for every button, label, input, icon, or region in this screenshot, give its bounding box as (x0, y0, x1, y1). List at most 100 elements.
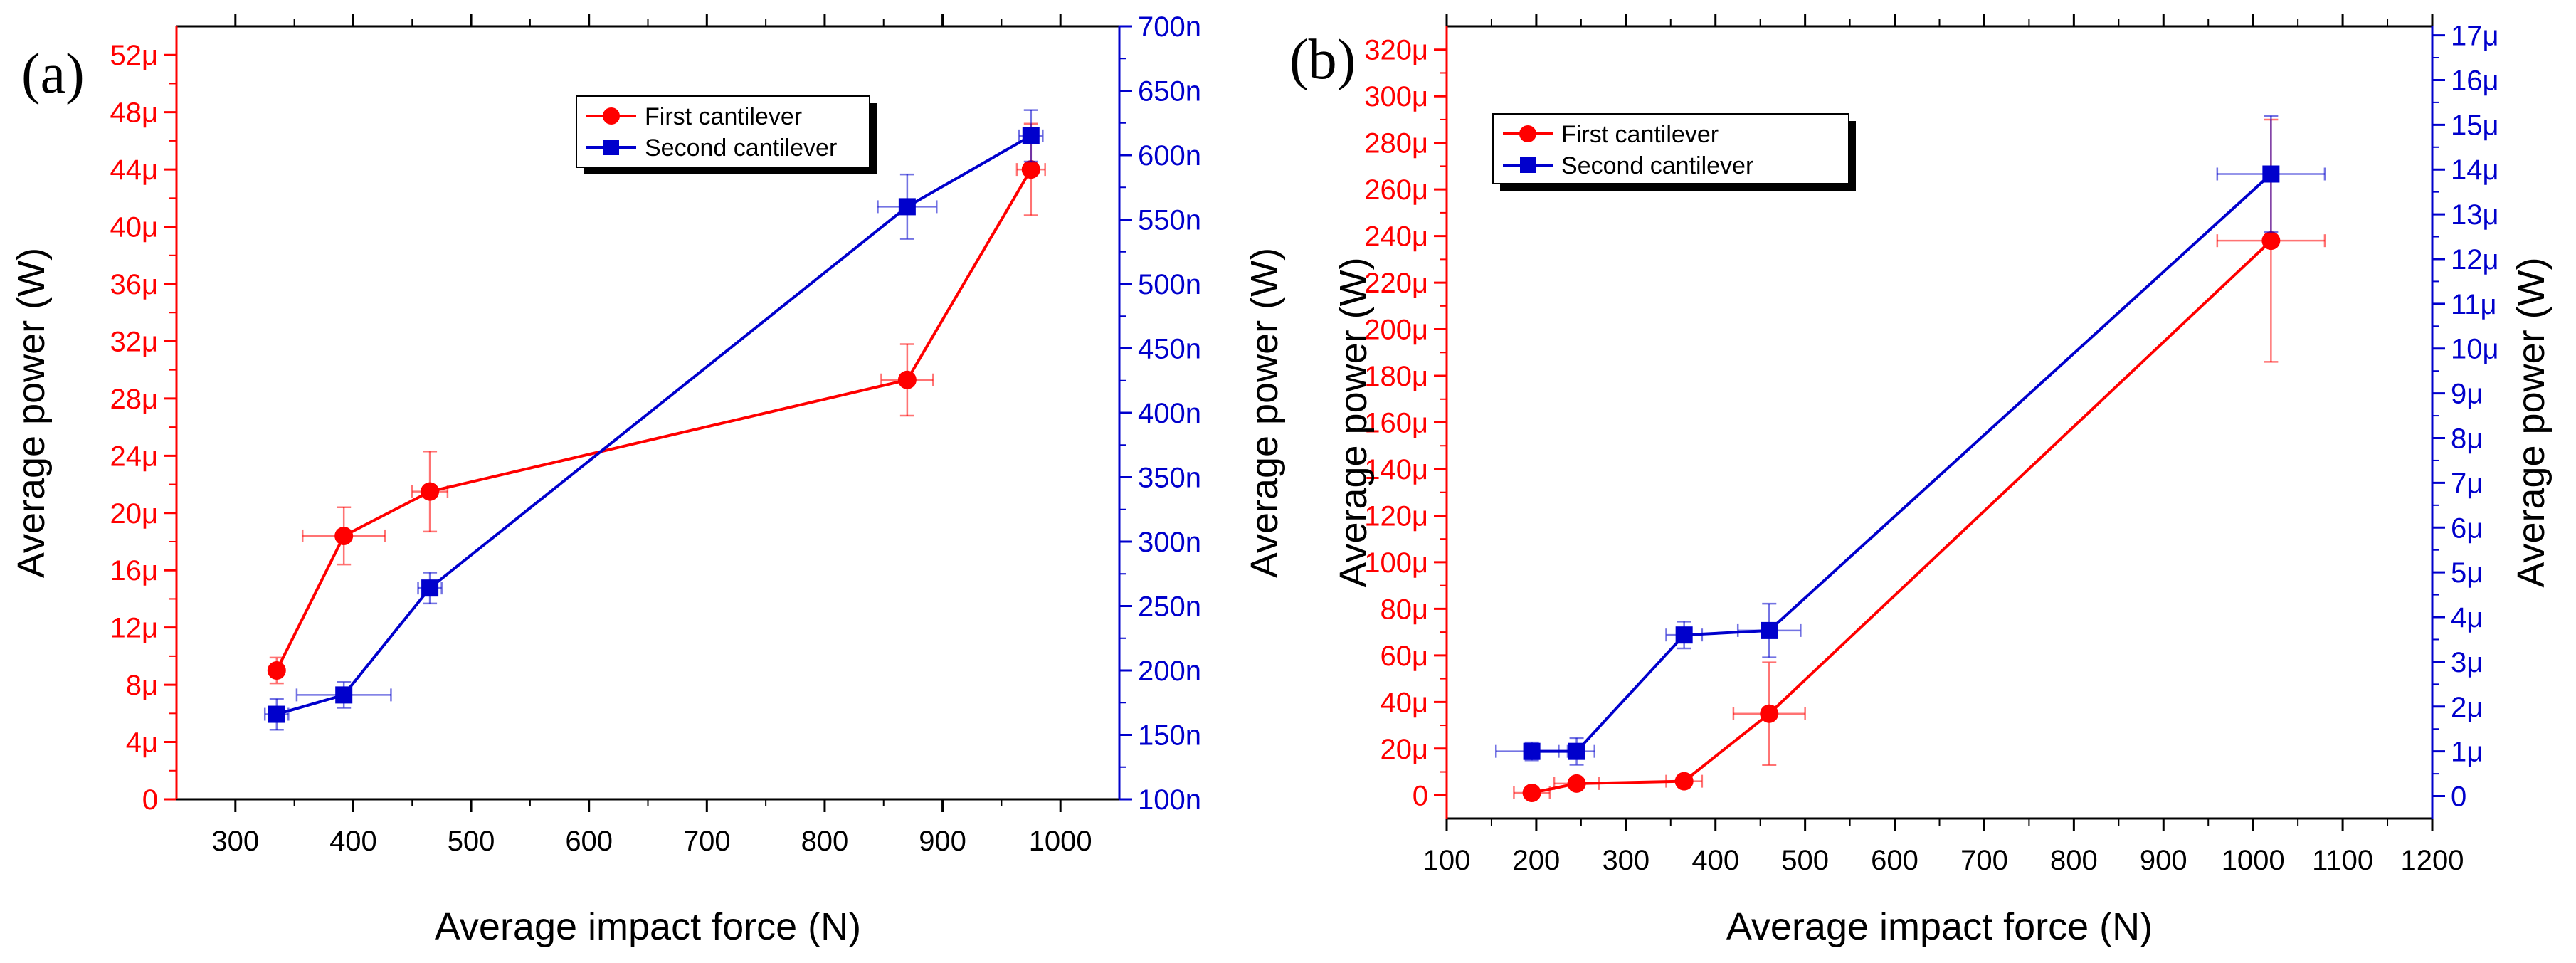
left-y-tick-label: 12μ (110, 613, 158, 644)
panel-b-label: (b) (1289, 28, 1356, 91)
right-y-tick-label: 14μ (2451, 154, 2499, 186)
x-tick-label: 300 (1602, 845, 1649, 876)
right-y-tick-label: 11μ (2451, 289, 2497, 320)
x-tick-label: 1000 (2222, 845, 2285, 876)
left-y-tick-label: 48μ (110, 98, 158, 129)
legend-box (1492, 113, 1849, 184)
series-line (275, 169, 1033, 671)
legend: First cantilever Second cantilever (576, 95, 877, 174)
left-y-tick-label: 260μ (1364, 174, 1428, 206)
right-y-tick-label: 0 (2451, 782, 2466, 813)
data-point (267, 661, 286, 680)
x-axis-title: Average impact force (N) (1726, 905, 2153, 948)
right-y-tick-label: 100n (1138, 784, 1201, 816)
data-point (421, 579, 439, 597)
right-y-tick-label: 550n (1138, 205, 1201, 236)
series-line (276, 135, 1032, 716)
right-y-tick-label: 1μ (2451, 737, 2483, 768)
chart-panel-a: (a) 300 400 500 600 700 800 900 1000 0 4μ 8μ 12μ 16μ… (10, 11, 1286, 948)
data-point (1675, 626, 1693, 644)
data-point (1021, 160, 1040, 179)
right-y-tick-label: 4μ (2451, 602, 2483, 633)
data-point (2262, 165, 2280, 183)
right-y-tick-label: 16μ (2451, 65, 2499, 96)
right-y-tick-label: 9μ (2451, 379, 2483, 410)
left-y-tick-label: 240μ (1364, 221, 1428, 253)
data-point (1568, 742, 1585, 760)
x-tick-label: 1100 (2312, 845, 2373, 876)
series-first-cantilever (267, 122, 1046, 685)
left-y-tick-label: 40μ (110, 212, 158, 243)
series-second-cantilever (1495, 115, 2326, 766)
series-line (1531, 173, 2272, 753)
left-y-tick-label: 200μ (1364, 315, 1428, 346)
left-y-tick-label: 60μ (1380, 641, 1428, 672)
data-point (1761, 621, 1778, 639)
left-y-tick-label: 24μ (110, 441, 158, 472)
left-y-tick-label: 8μ (126, 670, 158, 701)
left-y-tick-label: 52μ (110, 40, 158, 71)
x-tick-label: 900 (919, 826, 966, 857)
data-point (1760, 704, 1779, 723)
x-tick-label: 300 (211, 826, 259, 857)
right-y-tick-label: 10μ (2451, 334, 2499, 365)
x-tick-label: 500 (448, 826, 495, 857)
right-y-tick-label: 3μ (2451, 647, 2483, 678)
right-y-tick-label: 250n (1138, 591, 1201, 623)
x-tick-label: 600 (1871, 845, 1918, 876)
left-y-tick-label: 4μ (126, 727, 158, 759)
chart-panel-b: (b) 100 200 300 400 500 600 700 800 900 1000 1100 1… (1289, 14, 2553, 948)
series-line (1531, 239, 2272, 794)
left-y-tick-label: 80μ (1380, 594, 1428, 625)
legend-label: First cantilever (645, 103, 802, 130)
x-tick-label: 800 (801, 826, 849, 857)
x-tick-label: 700 (683, 826, 731, 857)
data-point (2261, 231, 2281, 251)
data-point (334, 526, 354, 545)
right-y-tick-label: 12μ (2451, 244, 2499, 275)
legend-label: Second cantilever (1561, 152, 1753, 179)
data-point (1567, 774, 1586, 793)
legend: First cantilever Second cantilever (1492, 113, 1856, 191)
left-y-tick-label: 120μ (1364, 500, 1428, 532)
legend-box (576, 95, 870, 168)
left-y-tick-label: 36μ (110, 269, 158, 300)
right-y-tick-label: 500n (1138, 269, 1201, 300)
left-y-tick-label: 100μ (1364, 547, 1428, 579)
panel-a-label: (a) (21, 43, 85, 105)
right-y-tick-label: 15μ (2451, 110, 2499, 141)
x-tick-label: 600 (565, 826, 613, 857)
x-tick-label: 400 (329, 826, 377, 857)
left-y-tick-label: 180μ (1364, 361, 1428, 392)
left-y-tick-label: 40μ (1380, 687, 1428, 718)
data-point (421, 482, 440, 501)
right-y-tick-label: 300n (1138, 527, 1201, 558)
data-point (897, 370, 917, 389)
left-y-tick-label: 320μ (1364, 35, 1428, 66)
right-y-tick-label: 600n (1138, 140, 1201, 172)
legend-marker (1520, 157, 1536, 173)
left-y-tick-label: 140μ (1364, 454, 1428, 485)
right-y-tick-label: 7μ (2451, 468, 2483, 499)
legend-marker (603, 107, 620, 125)
x-tick-label: 200 (1513, 845, 1561, 876)
data-point (898, 198, 916, 216)
data-point (1522, 783, 1541, 802)
left-y-tick-label: 20μ (1380, 734, 1428, 765)
x-tick-label: 100 (1423, 845, 1471, 876)
data-point (268, 705, 285, 723)
right-y-tick-label: 200n (1138, 656, 1201, 687)
right-y-tick-label: 150n (1138, 720, 1201, 752)
right-y-axis-title: Average power (W) (2510, 257, 2553, 587)
legend-label: First cantilever (1561, 121, 1719, 148)
left-y-axis-title: Average power (W) (1332, 257, 1375, 587)
left-y-tick-label: 44μ (110, 154, 158, 186)
x-tick-label: 1000 (1029, 826, 1092, 857)
right-y-tick-label: 400n (1138, 398, 1201, 429)
right-y-tick-label: 350n (1138, 463, 1201, 494)
x-axis-title: Average impact force (N) (435, 905, 861, 948)
data-point (1674, 772, 1694, 791)
legend-marker (1519, 125, 1536, 142)
legend-label: Second cantilever (645, 135, 837, 162)
